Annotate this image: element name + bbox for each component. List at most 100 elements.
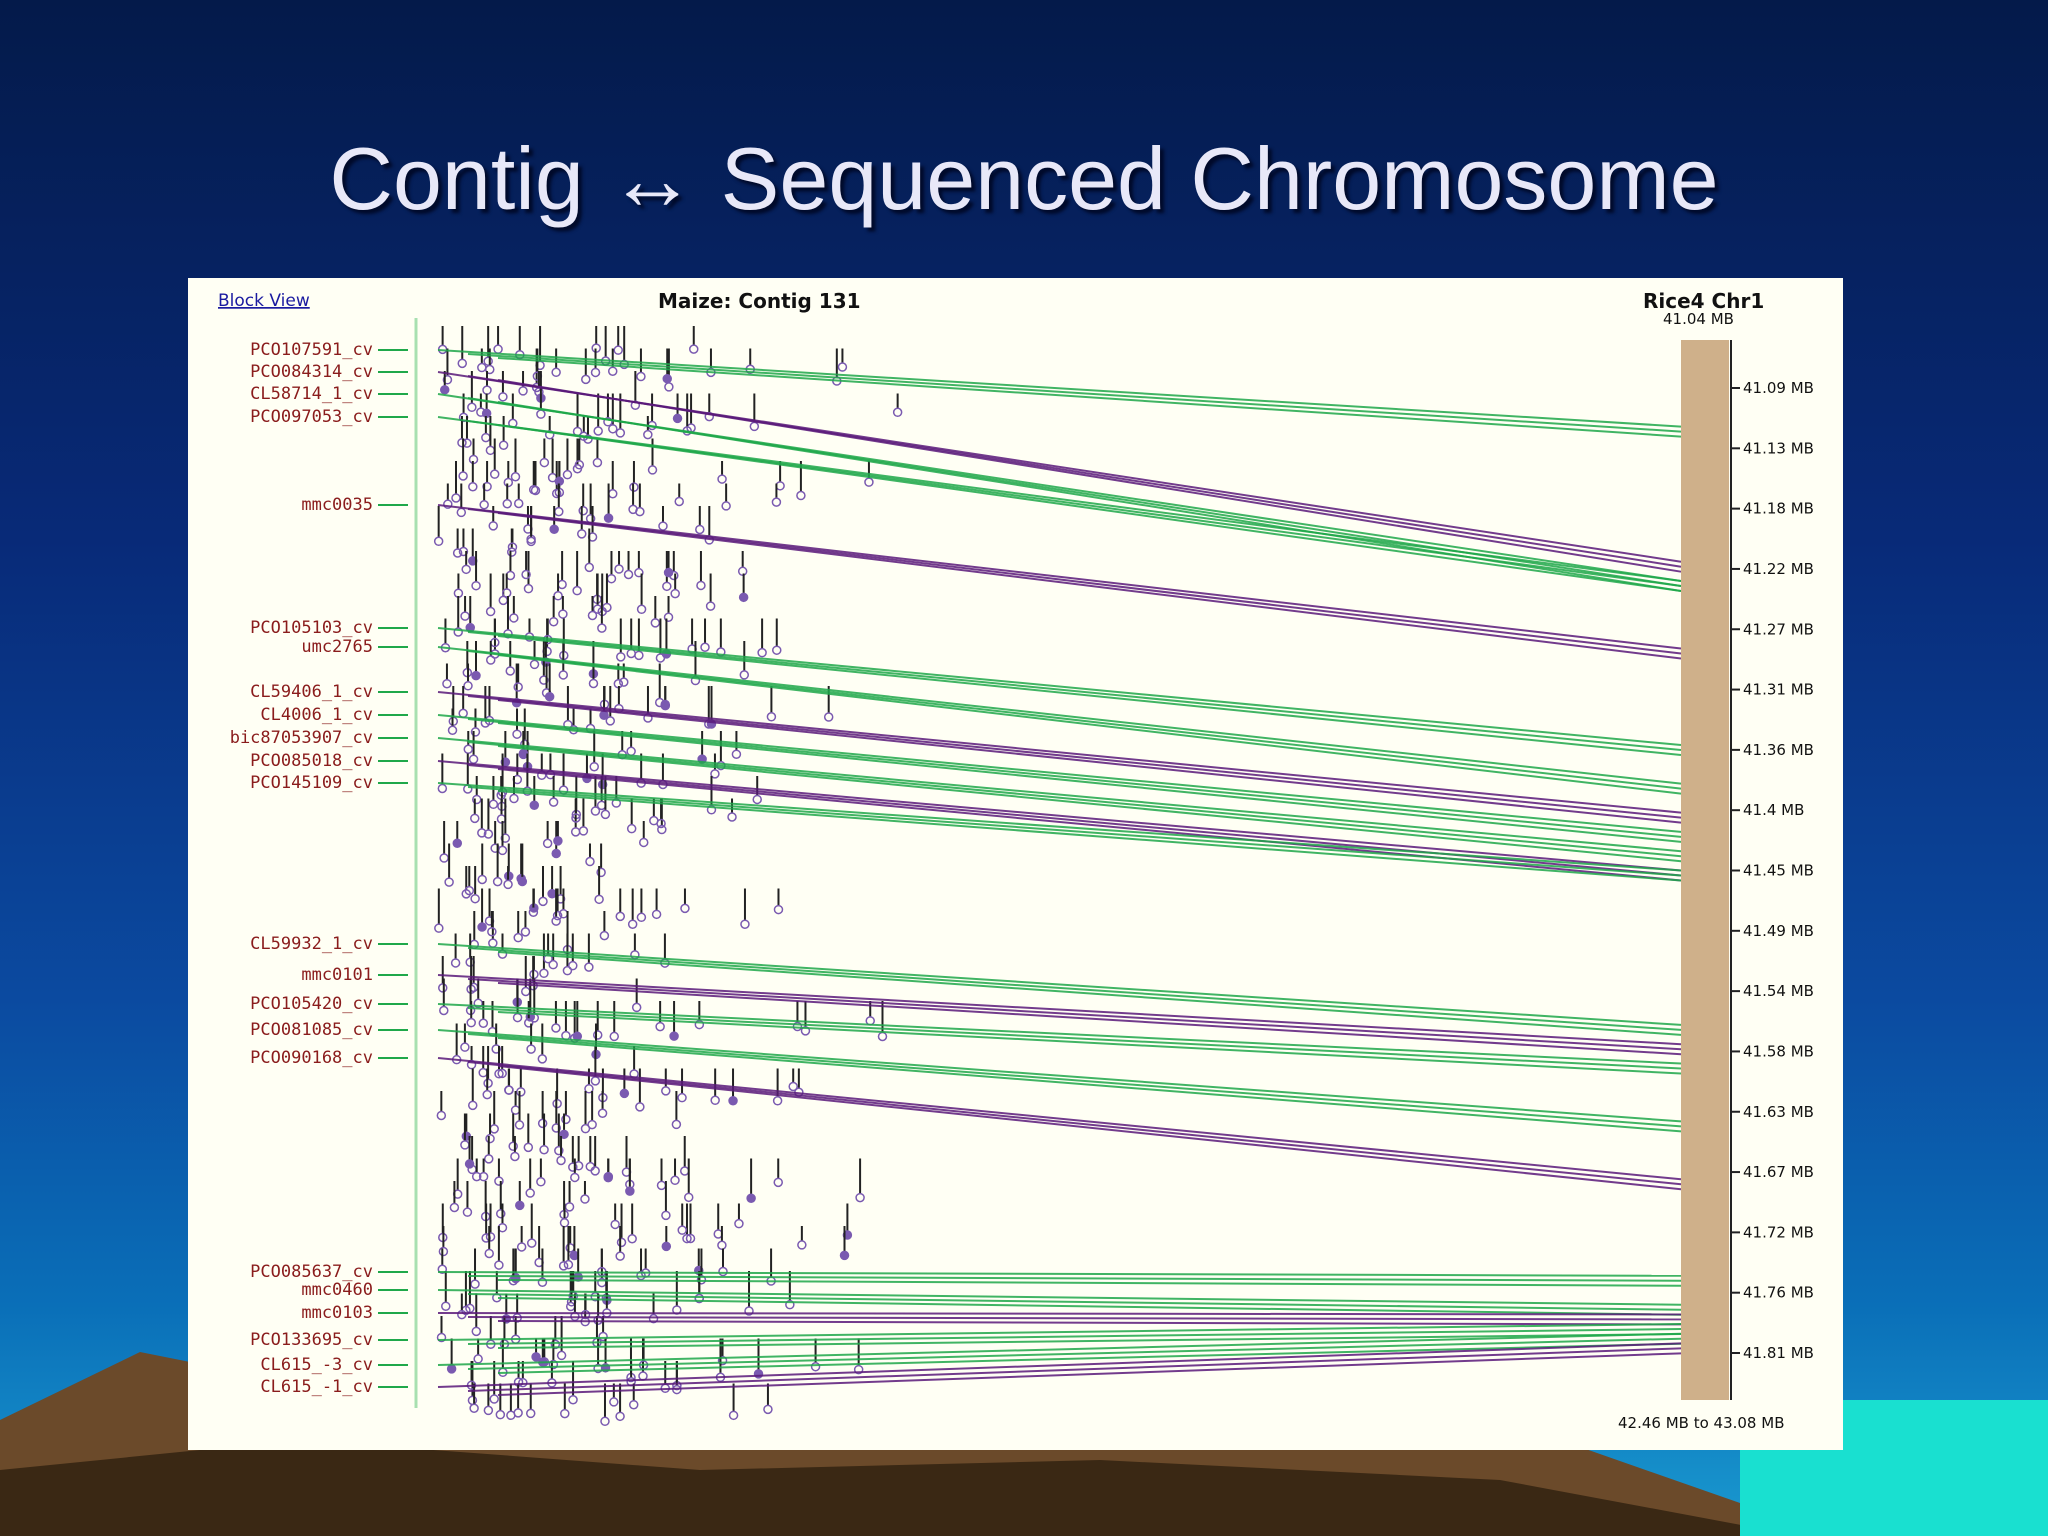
- marker-label[interactable]: mmc0035: [301, 495, 373, 515]
- clone-end: [496, 1208, 506, 1219]
- axis-tick-label: 41.13 MB: [1743, 439, 1814, 457]
- clone-end: [877, 1031, 888, 1042]
- clone-end: [710, 769, 720, 779]
- clone-end: [800, 1026, 811, 1036]
- clone-end: [537, 1118, 548, 1129]
- clone-end: [470, 813, 480, 824]
- mountain-shadow: [0, 1440, 1800, 1536]
- clone-end: [551, 367, 561, 378]
- marker-label[interactable]: mmc0103: [301, 1303, 373, 1323]
- clone-end: [550, 1339, 561, 1350]
- clone-end: [493, 344, 503, 354]
- clone-end: [682, 1233, 692, 1244]
- clone-end: [508, 1141, 518, 1152]
- block-view-link[interactable]: Block View: [218, 291, 310, 311]
- clone-end: [657, 824, 667, 835]
- clone-end: [669, 1031, 679, 1041]
- clone-end: [464, 1159, 475, 1169]
- clone-end: [578, 505, 588, 516]
- clone-end: [462, 1207, 473, 1217]
- alignment-link: [497, 512, 1682, 660]
- marker-label[interactable]: CL58714_1_cv: [250, 384, 373, 404]
- clone-end: [523, 583, 534, 594]
- alignment-link: [437, 943, 1682, 1026]
- marker-label[interactable]: CL59406_1_cv: [250, 682, 373, 702]
- marker-label[interactable]: PCO090168_cv: [250, 1048, 373, 1068]
- clone-end: [771, 497, 782, 507]
- clone-end: [823, 712, 834, 722]
- clone-end: [627, 919, 638, 929]
- clone-end: [553, 836, 563, 846]
- clone-end: [717, 474, 727, 484]
- alignment-link: [437, 1003, 1682, 1065]
- marker-label[interactable]: PCO097053_cv: [250, 407, 373, 427]
- clone-end: [683, 1192, 694, 1203]
- clone-end: [482, 481, 492, 492]
- clone-end: [661, 1086, 671, 1096]
- alignment-link: [437, 782, 1682, 872]
- marker-label[interactable]: CL615_-3_cv: [260, 1355, 373, 1375]
- clone-end: [492, 876, 503, 887]
- clone-end: [525, 1408, 536, 1419]
- clone-end: [494, 1069, 504, 1079]
- marker-label[interactable]: mmc0460: [301, 1280, 373, 1300]
- alignment-link: [437, 349, 1682, 428]
- clone-end: [505, 666, 516, 676]
- alignment-link: [497, 424, 1682, 592]
- clone-end: [553, 591, 563, 601]
- marker-label[interactable]: PCO145109_cv: [250, 773, 373, 793]
- clone-end: [661, 1210, 671, 1221]
- marker-label[interactable]: umc2765: [301, 637, 373, 657]
- marker-label[interactable]: CL615_-1_cv: [260, 1377, 373, 1397]
- clone-end: [773, 1177, 783, 1188]
- marker-label[interactable]: mmc0101: [301, 965, 373, 985]
- clone-end: [490, 843, 500, 853]
- marker-label[interactable]: PCO107591_cv: [250, 340, 373, 360]
- clone-end: [518, 386, 528, 396]
- marker-label[interactable]: PCO105420_cv: [250, 994, 373, 1014]
- marker-label[interactable]: CL4006_1_cv: [260, 705, 373, 725]
- clone-end: [489, 1124, 499, 1134]
- clone-end: [677, 1092, 687, 1103]
- clone-end: [515, 1200, 525, 1211]
- alignment-link: [467, 1275, 1682, 1282]
- alignment-link: [497, 654, 1682, 795]
- alignment-link: [497, 1342, 1682, 1374]
- clone-end: [458, 546, 469, 557]
- marker-label[interactable]: PCO105103_cv: [250, 618, 373, 638]
- clone-end: [477, 874, 487, 885]
- clone-end: [556, 1350, 567, 1361]
- clone-end: [580, 1123, 591, 1134]
- alignment-link: [437, 1289, 1682, 1306]
- axis-tick-label: 41.72 MB: [1743, 1223, 1814, 1241]
- clone-end: [443, 499, 453, 509]
- clone-end: [590, 1076, 601, 1086]
- chromosome-start-label: 41.04 MB: [1663, 310, 1734, 328]
- marker-label[interactable]: bic87053907_cv: [230, 728, 373, 748]
- clone-end: [544, 429, 555, 440]
- marker-label[interactable]: PCO084314_cv: [250, 362, 373, 382]
- clone-end: [603, 513, 614, 523]
- marker-label[interactable]: PCO133695_cv: [250, 1330, 373, 1350]
- alignment-link: [467, 947, 1682, 1031]
- clone-end: [597, 1108, 608, 1118]
- clone-end: [548, 797, 559, 807]
- clone-end: [446, 1364, 457, 1374]
- marker-label[interactable]: PCO085018_cv: [250, 751, 373, 771]
- alignment-link: [497, 982, 1682, 1056]
- clone-end: [489, 469, 500, 479]
- clone-end: [636, 1270, 646, 1281]
- clone-end: [439, 853, 449, 863]
- clone-end: [773, 904, 784, 915]
- marker-label[interactable]: PCO081085_cv: [250, 1020, 373, 1040]
- clone-end: [671, 1119, 682, 1130]
- marker-label[interactable]: CL59932_1_cv: [250, 934, 373, 954]
- marker-label[interactable]: PCO085637_cv: [250, 1262, 373, 1282]
- clone-end: [734, 1218, 744, 1229]
- axis-tick-label: 41.49 MB: [1743, 922, 1814, 940]
- clone-end: [510, 1105, 521, 1115]
- clone-end: [680, 903, 690, 914]
- alignment-link: [437, 646, 1682, 785]
- clone-end: [517, 876, 528, 887]
- clone-end: [503, 477, 514, 488]
